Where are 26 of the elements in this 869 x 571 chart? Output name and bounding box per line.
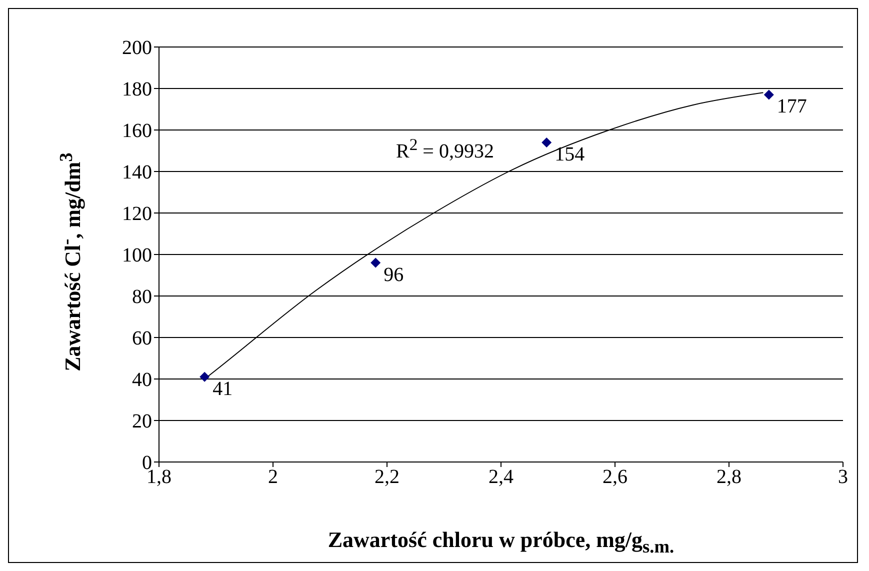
x-tick-label: 3 <box>838 466 848 488</box>
y-tick-label: 80 <box>132 286 152 308</box>
y-tick-label: 200 <box>122 37 152 60</box>
point <box>200 372 210 382</box>
point <box>764 90 774 100</box>
x-tick-label: 2,6 <box>602 466 628 488</box>
annotation: R$^{2}$ = 0,9932 <box>396 135 494 164</box>
data-label: 177 <box>776 96 807 118</box>
y-tick-label: 100 <box>122 244 152 267</box>
x-tick-label: 2,4 <box>488 466 514 488</box>
x-tick-label: 2,2 <box>374 466 400 488</box>
y-tick-label: 60 <box>132 328 152 350</box>
y-tick-label: 140 <box>122 162 152 184</box>
y-tick-label: 160 <box>122 120 152 142</box>
y-tick-label: 40 <box>132 369 152 392</box>
point <box>370 258 381 268</box>
data-label: 41 <box>212 378 233 400</box>
data-label: 96 <box>384 264 404 286</box>
y-tick-label: 20 <box>132 410 152 433</box>
y-tick-label: 180 <box>122 78 152 101</box>
x-tick-label: 2,8 <box>716 466 742 488</box>
point <box>542 137 552 148</box>
data-label: 154 <box>554 143 585 166</box>
x-tick-label: 2 <box>268 466 278 488</box>
x-axis-title: Zawartość chloru w próbce, mg/g$_{s.m.}$ <box>328 527 674 558</box>
y-tick-label: 120 <box>122 203 152 226</box>
